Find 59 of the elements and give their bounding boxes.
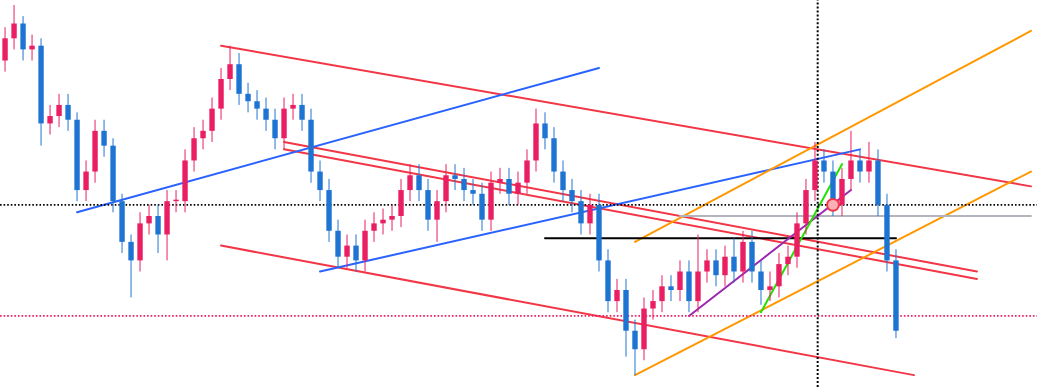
candlestick [452, 163, 458, 191]
candlestick [263, 97, 269, 132]
candlestick [758, 259, 764, 306]
candlestick [632, 319, 638, 376]
candlestick [722, 245, 728, 287]
candlestick [191, 126, 197, 173]
candlestick [209, 97, 215, 143]
candlestick [101, 119, 107, 158]
candlestick [245, 82, 251, 113]
candlestick [506, 167, 512, 206]
candlestick [542, 111, 548, 150]
candlestick [866, 141, 872, 184]
candlestick [11, 4, 17, 50]
candlestick [497, 167, 503, 195]
candlestick [83, 159, 89, 202]
candlestick [317, 159, 323, 202]
candlestick [515, 171, 521, 206]
candlestick [560, 159, 566, 202]
candlestick [47, 104, 53, 136]
candlestick [353, 233, 359, 272]
candlestick [290, 93, 296, 121]
candlestick [29, 34, 35, 62]
candlestick [677, 259, 683, 302]
candlestick [380, 208, 386, 235]
candlestick [821, 148, 827, 184]
candlestick [731, 237, 737, 284]
candlestick [857, 148, 863, 184]
candlestick [461, 167, 467, 202]
candlestick [614, 278, 620, 313]
candlestick [785, 245, 791, 276]
candlestick [254, 89, 260, 121]
candlestick [344, 233, 350, 269]
candlestick [524, 148, 530, 195]
candlestick [65, 93, 71, 132]
candlestick [155, 204, 161, 254]
candlestick [659, 274, 665, 313]
candlestick [56, 93, 62, 128]
candlestick [713, 248, 719, 287]
candlestick [389, 204, 395, 232]
candlestick [407, 163, 413, 202]
candlestick [272, 108, 278, 150]
candlestick [704, 248, 710, 284]
candlestick [569, 178, 575, 213]
candlestick [146, 204, 152, 235]
candlestick [371, 211, 377, 243]
candlestick [470, 178, 476, 206]
candlestick [299, 93, 305, 132]
candlestick [776, 252, 782, 298]
candlestick [128, 233, 134, 298]
candlestick [416, 163, 422, 202]
candlestick [434, 189, 440, 243]
candlestick [578, 189, 584, 235]
candlestick [587, 193, 593, 235]
candlestick [2, 26, 8, 73]
candlestick [200, 119, 206, 150]
candlestick [848, 130, 854, 191]
candlestick [227, 45, 233, 91]
candlestick [767, 271, 773, 302]
candlestick [668, 274, 674, 302]
